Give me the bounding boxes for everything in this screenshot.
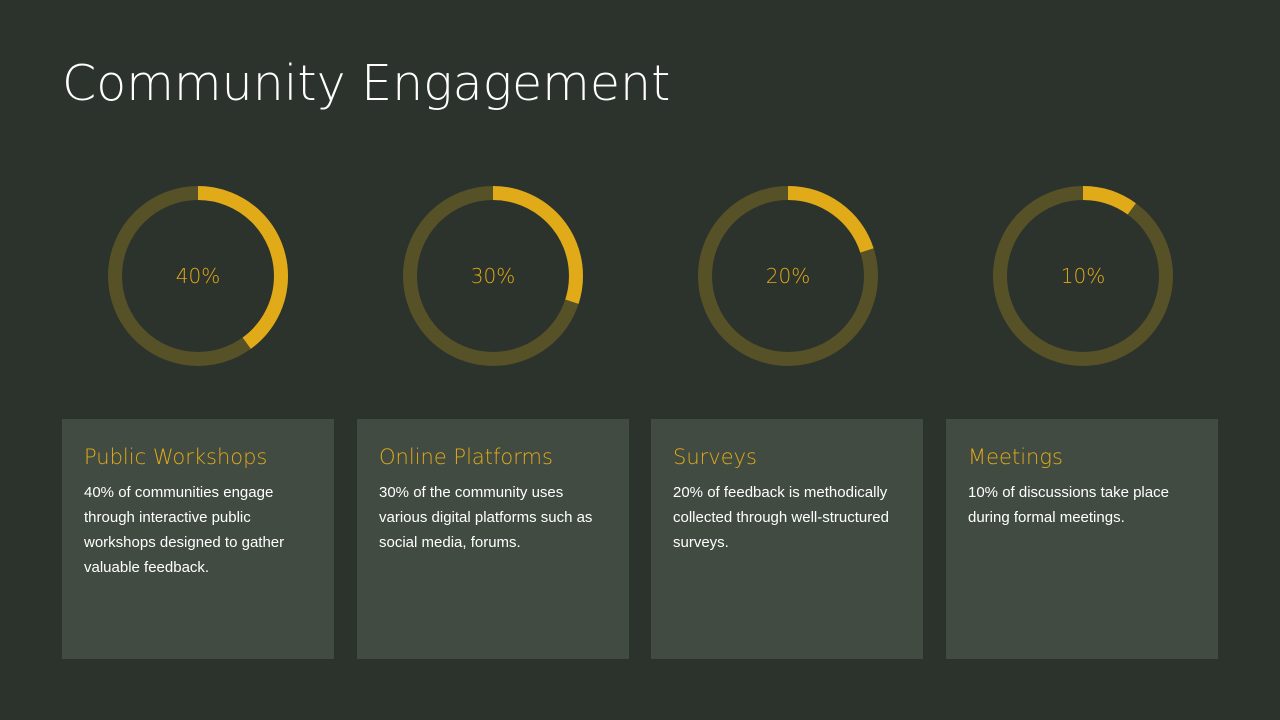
card-description: 10% of discussions take place during for… xyxy=(968,484,1169,526)
donut-slice-value xyxy=(698,186,878,366)
donut-percent-label: 10% xyxy=(1061,264,1105,288)
donut-chart-meetings: 10% xyxy=(992,185,1174,367)
donut-svg: 10% xyxy=(993,186,1173,366)
donut-slice-value xyxy=(403,186,583,366)
donut-slice-value xyxy=(108,186,288,366)
card-title: Meetings xyxy=(968,445,1063,469)
card-surveys: Surveys 20% of feedback is methodically … xyxy=(651,419,923,659)
card-title: Online Platforms xyxy=(379,445,553,469)
donut-chart-surveys: 20% xyxy=(697,185,879,367)
card-description: 20% of feedback is methodically collecte… xyxy=(673,484,889,551)
donut-svg: 20% xyxy=(698,186,878,366)
donut-percent-label: 30% xyxy=(471,264,515,288)
card-online-platforms: Online Platforms 30% of the community us… xyxy=(357,419,629,659)
card-title: Surveys xyxy=(673,445,757,469)
donut-percent-label: 20% xyxy=(766,264,810,288)
slide-title: Community Engagement xyxy=(62,55,671,112)
card-meetings: Meetings 10% of discussions take place d… xyxy=(946,419,1218,659)
card-public-workshops: Public Workshops 40% of communities enga… xyxy=(62,419,334,659)
donut-percent-label: 40% xyxy=(176,264,220,288)
card-description: 30% of the community uses various digita… xyxy=(379,484,593,551)
card-description: 40% of communities engage through intera… xyxy=(84,484,285,576)
donut-svg: 40% xyxy=(108,186,288,366)
donut-svg: 30% xyxy=(403,186,583,366)
donut-slice-value xyxy=(993,186,1173,366)
donut-chart-public-workshops: 40% xyxy=(107,185,289,367)
card-title: Public Workshops xyxy=(84,445,268,469)
donut-chart-online-platforms: 30% xyxy=(402,185,584,367)
